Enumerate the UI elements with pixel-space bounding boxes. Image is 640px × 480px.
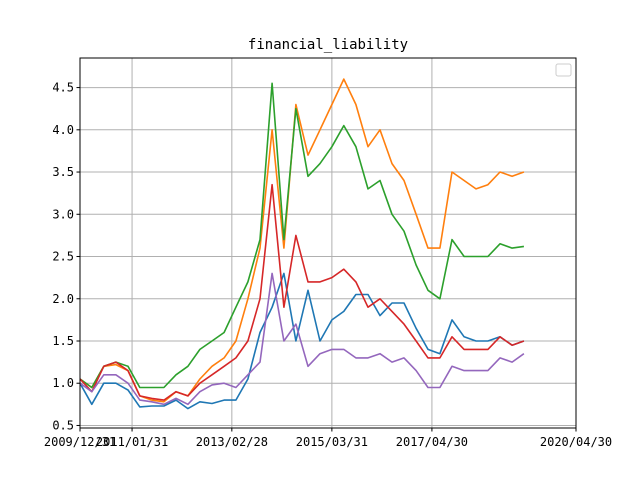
- y-tick-label: 4.0: [52, 123, 74, 137]
- y-tick-label: 2.5: [52, 250, 74, 264]
- series-line-3: [79, 82, 525, 389]
- y-tick-label: 0.5: [52, 418, 74, 432]
- y-tick-label: 1.5: [52, 334, 74, 348]
- x-tick-label: 2015/03/31: [296, 435, 368, 449]
- series-line-1: [79, 272, 525, 410]
- y-tick-label: 3.5: [52, 165, 74, 179]
- series-lines: [79, 78, 525, 410]
- x-tick-label: 2017/04/30: [396, 435, 468, 449]
- y-tick-label: 1.0: [52, 376, 74, 390]
- legend-box: [555, 63, 572, 77]
- series-line-2: [79, 78, 525, 403]
- y-axis: 0.5 1.0 1.5 2.0 2.5 3.0 3.5 4.0 4.5: [52, 81, 80, 432]
- chart-title: financial_liability: [248, 37, 408, 53]
- y-tick-label: 4.5: [52, 81, 74, 95]
- series-line-4: [79, 183, 525, 401]
- y-tick-label: 2.0: [52, 292, 74, 306]
- plot-frame: [79, 57, 577, 429]
- y-tick-label: 3.0: [52, 207, 74, 221]
- x-tick-label: 2013/02/28: [196, 435, 268, 449]
- x-tick-label: 2020/04/30: [540, 435, 612, 449]
- x-tick-label: 2011/01/31: [96, 435, 168, 449]
- series-line-5: [79, 272, 525, 406]
- grid: [79, 58, 577, 428]
- x-tick-label: 2009/12/31: [44, 435, 116, 449]
